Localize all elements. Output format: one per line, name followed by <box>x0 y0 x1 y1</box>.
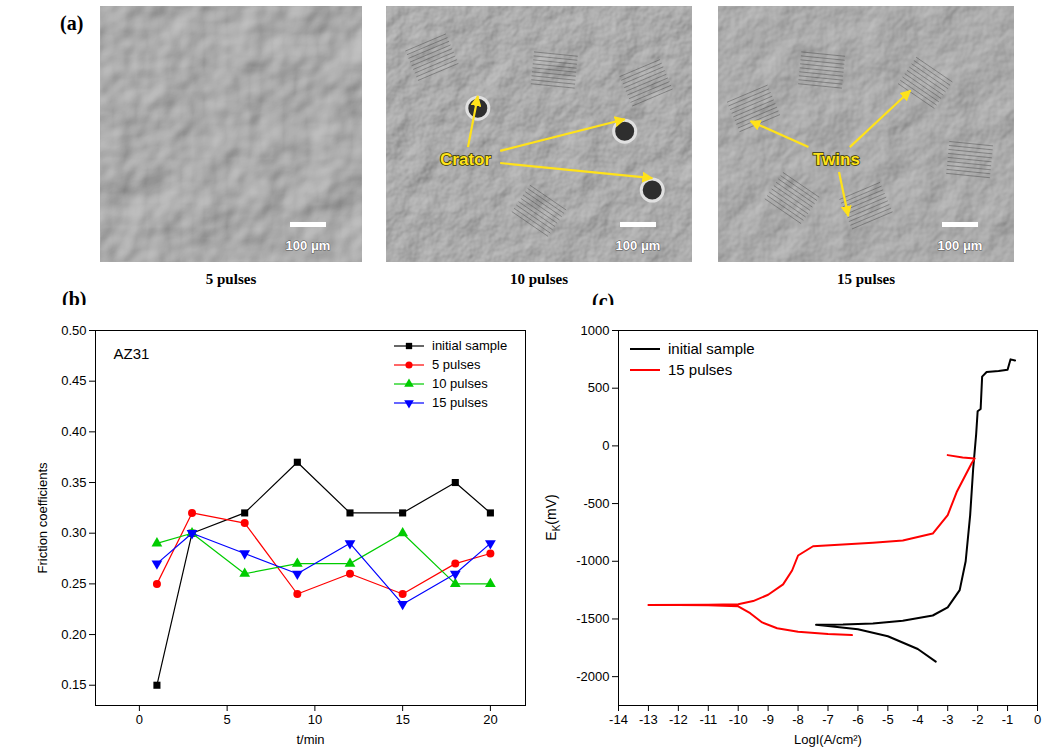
html-text:15 pulses: 15 pulses <box>668 361 733 378</box>
svg-text:-5: -5 <box>882 712 894 727</box>
svg-text:-10: -10 <box>729 712 748 727</box>
svg-text:-1000: -1000 <box>576 553 609 568</box>
html-text:(b): (b) <box>62 288 87 310</box>
html-text:15 pulses: 15 pulses <box>432 395 488 410</box>
svg-text:5: 5 <box>224 712 231 727</box>
svg-text:0.20: 0.20 <box>61 627 86 642</box>
svg-text:LogI(A/cm²): LogI(A/cm²) <box>794 732 862 747</box>
svg-text:10: 10 <box>308 712 322 727</box>
svg-text:0.30: 0.30 <box>61 525 86 540</box>
svg-text:1000: 1000 <box>581 323 610 338</box>
svg-text:-1: -1 <box>1002 712 1014 727</box>
html-text:10 pulses: 10 pulses <box>432 376 488 391</box>
svg-text:-14: -14 <box>609 712 628 727</box>
svg-text:-1500: -1500 <box>576 611 609 626</box>
svg-text:-12: -12 <box>669 712 688 727</box>
svg-text:100 μm: 100 μm <box>938 238 983 253</box>
svg-text:-6: -6 <box>852 712 864 727</box>
svg-text:0: 0 <box>602 438 609 453</box>
html-text:initial sample: initial sample <box>432 338 508 353</box>
svg-text:100 μm: 100 μm <box>616 238 661 253</box>
svg-text:15 pulses: 15 pulses <box>837 271 895 287</box>
svg-text:-3: -3 <box>942 712 954 727</box>
svg-text:100 μm: 100 μm <box>286 238 331 253</box>
svg-text:0.15: 0.15 <box>61 677 86 692</box>
svg-text:AZ31: AZ31 <box>114 345 150 362</box>
svg-text:-13: -13 <box>639 712 658 727</box>
svg-text:0.50: 0.50 <box>61 323 86 338</box>
html-text:5 pulses: 5 pulses <box>432 357 481 372</box>
svg-text:-2: -2 <box>972 712 984 727</box>
svg-text:t/min: t/min <box>296 732 324 747</box>
svg-text:-7: -7 <box>822 712 834 727</box>
svg-text:500: 500 <box>588 380 610 395</box>
svg-text:Friction coefficients: Friction coefficients <box>35 462 50 574</box>
svg-text:-4: -4 <box>912 712 924 727</box>
svg-text:-11: -11 <box>699 712 717 727</box>
svg-text:0: 0 <box>136 712 143 727</box>
svg-text:-2000: -2000 <box>576 669 609 684</box>
svg-text:EK(mV): EK(mV) <box>543 494 562 540</box>
svg-text:5 pulses: 5 pulses <box>206 271 257 287</box>
svg-text:15: 15 <box>395 712 409 727</box>
svg-text:20: 20 <box>483 712 497 727</box>
svg-text:0.40: 0.40 <box>61 424 86 439</box>
svg-text:0.25: 0.25 <box>61 576 86 591</box>
svg-text:(a): (a) <box>60 12 83 35</box>
svg-text:-8: -8 <box>792 712 804 727</box>
html-text:initial sample: initial sample <box>668 340 755 357</box>
svg-text:0.45: 0.45 <box>61 373 86 388</box>
svg-text:Crator: Crator <box>440 150 491 169</box>
html-text:(c): (c) <box>592 290 615 312</box>
svg-text:-9: -9 <box>762 712 774 727</box>
svg-text:10 pulses: 10 pulses <box>510 271 568 287</box>
svg-text:0.35: 0.35 <box>61 475 86 490</box>
svg-text:0: 0 <box>1034 712 1041 727</box>
svg-text:Twins: Twins <box>813 150 860 169</box>
svg-text:-500: -500 <box>583 496 609 511</box>
